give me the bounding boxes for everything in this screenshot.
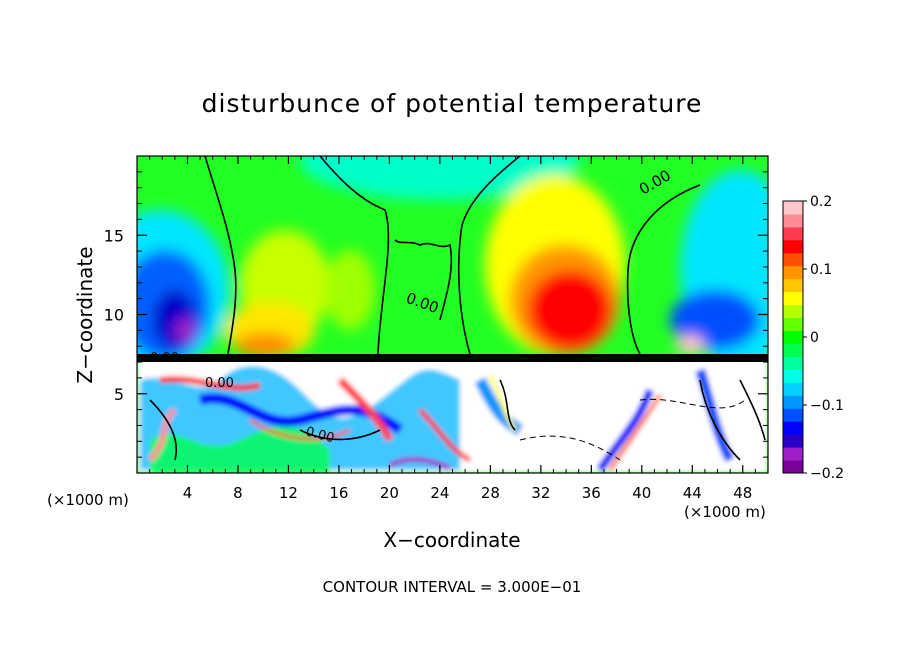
colorbar-tick-label: 0.2 (810, 194, 832, 210)
colorbar-swatch (783, 201, 803, 215)
x-tick-label: 8 (233, 484, 243, 502)
x-axis-label: X−coordinate (383, 528, 520, 552)
x-tick-label: 28 (481, 484, 500, 502)
colorbar-swatch (783, 291, 803, 306)
colorbar-swatch (783, 434, 803, 448)
y-tick-label: 15 (104, 226, 124, 245)
colorbar-swatch (783, 265, 803, 280)
colorbar-swatch (783, 356, 803, 370)
field (137, 156, 768, 473)
x-unit-label-right: (×1000 m) (684, 503, 766, 521)
colorbar-swatch (783, 382, 803, 396)
x-tick-label: 16 (329, 484, 348, 502)
colorbar-swatch (783, 343, 803, 357)
x-tick-label: 20 (380, 484, 399, 502)
footer-text: CONTOUR INTERVAL = 3.000E−01 (323, 578, 582, 596)
colorbar-tick-label: −0.2 (810, 466, 844, 482)
colorbar-swatch (783, 330, 803, 344)
colorbar-swatch (783, 460, 803, 474)
contour-label: 0.00 (304, 424, 336, 446)
colorbar-swatch (783, 252, 803, 267)
colorbar-swatch (783, 369, 803, 383)
x-unit-label: (×1000 m) (47, 491, 129, 509)
y-tick-label: 5 (114, 385, 124, 404)
x-tick-label: 36 (582, 484, 601, 502)
x-tick-label: 40 (632, 484, 651, 502)
y-axis-label: Z−coordinate (73, 246, 97, 383)
colorbar-swatch (783, 408, 803, 422)
x-tick-label: 4 (183, 484, 193, 502)
colorbar-swatch (783, 226, 803, 241)
colorbar-swatch (783, 213, 803, 228)
x-tick-label: 32 (531, 484, 550, 502)
colorbar-swatch (783, 278, 803, 293)
contours (149, 156, 766, 461)
contour-label: 0.00 (150, 351, 179, 366)
colorbar-swatch (783, 317, 803, 332)
colorbar-tick-label: −0.1 (810, 398, 844, 414)
y-axis: 5 10 15 (104, 171, 768, 458)
y-tick-label: 10 (104, 306, 124, 325)
colorbar: 0.2 0.1 0 −0.1 −0.2 (782, 194, 844, 482)
colorbar-swatch (783, 304, 803, 319)
colorbar-tick-label: 0 (810, 330, 819, 346)
x-tick-label: 44 (683, 484, 702, 502)
colorbar-swatch (783, 421, 803, 435)
colorbar-swatch (783, 447, 803, 461)
chart-title: disturbunce of potential temperature (202, 89, 703, 118)
x-axis: 4 8 12 16 20 24 28 32 36 40 44 48 (149, 156, 756, 502)
colorbar-swatch (783, 239, 803, 254)
colorbar-tick-label: 0.1 (810, 262, 832, 278)
x-tick-label: 12 (279, 484, 298, 502)
contour-label: 0.00 (205, 376, 234, 391)
x-tick-label: 24 (430, 484, 449, 502)
x-tick-label: 48 (733, 484, 752, 502)
colorbar-swatch (783, 395, 803, 409)
